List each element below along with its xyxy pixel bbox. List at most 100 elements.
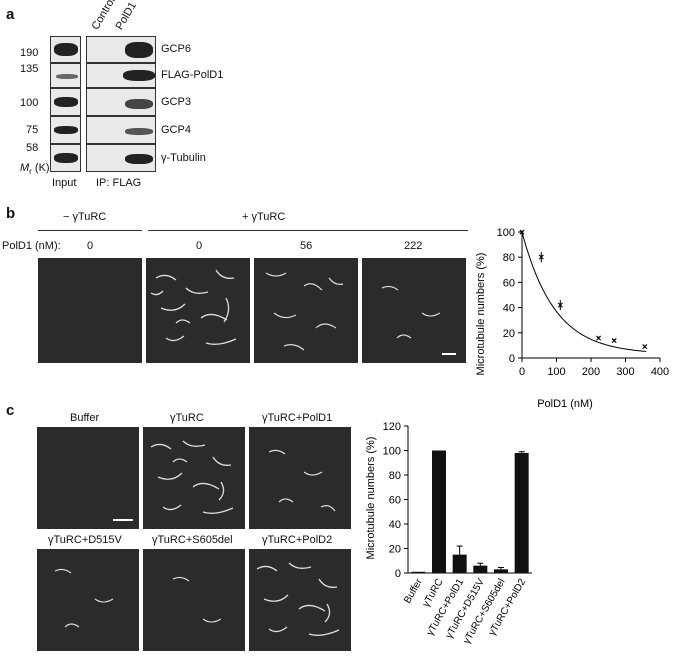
microtubule-filaments	[268, 449, 336, 512]
protein-label-gcp4: GCP4	[161, 124, 191, 136]
panel-a-letter: a	[6, 6, 15, 23]
lane-header-pold1: PolD1	[113, 0, 139, 33]
chart-b-fit-curve	[521, 231, 647, 352]
chart-c-ytick-label: 20	[389, 544, 401, 556]
chart-c-bar	[514, 452, 529, 573]
microtubule-filaments	[150, 440, 234, 514]
blot-ip-gcp3	[86, 88, 156, 116]
microscopy-image-c-buffer	[37, 427, 139, 529]
conc-value-222: 222	[404, 240, 423, 252]
image-label-gturc-pold1: γTuRC+PolD1	[262, 412, 333, 424]
microscopy-image-b-222nm	[362, 258, 466, 363]
conc-value-0-plus: 0	[196, 240, 203, 252]
conc-value-56: 56	[300, 240, 313, 252]
x-label-input: Input	[52, 177, 77, 189]
chart-b-point: ×	[611, 336, 617, 347]
protein-label-gcp3: GCP3	[161, 96, 191, 108]
mw-marker-135: 135	[20, 63, 39, 75]
chart-b-ytick-label: 20	[503, 328, 515, 340]
image-label-gturc: γTuRC	[170, 412, 204, 424]
chart-b-point: ×	[538, 253, 544, 264]
chart-c-bar	[473, 565, 488, 573]
chart-b-xlabel: PolD1 (nM)	[537, 398, 593, 410]
mw-marker-58: 58	[26, 142, 39, 154]
chart-b-ytick-label: 40	[503, 303, 515, 315]
chart-c-ytick-label: 40	[389, 519, 401, 531]
chart-b-ylabel: Microtubule numbers (%)	[475, 253, 487, 376]
blot-ip-flag-pold1	[86, 63, 156, 88]
protein-label-gamma-tubulin: γ-Tubulin	[161, 152, 206, 164]
chart-c-bar	[411, 571, 426, 573]
microtubule-filaments	[256, 562, 340, 636]
mw-marker-100: 100	[20, 97, 39, 109]
chart-c-bar	[432, 450, 446, 573]
microscopy-image-b-0nm	[146, 258, 250, 363]
group-label-plus-gturc: + γTuRC	[242, 211, 286, 223]
chart-b-ytick-label: 100	[497, 227, 515, 239]
image-label-gturc-pold2: γTuRC+PolD2	[262, 534, 333, 546]
conc-value-0-minus: 0	[87, 240, 94, 252]
group-line-minus	[38, 230, 142, 231]
protein-label-flag-pold1: FLAG-PolD1	[161, 69, 224, 81]
chart-b-point: ×	[642, 342, 648, 353]
microscopy-image-c-pold2	[249, 549, 351, 651]
microscopy-image-c-gturc	[143, 427, 245, 529]
image-label-gturc-s605del: γTuRC+S605del	[152, 534, 233, 546]
chart-c-ylabel: Microtubule numbers (%)	[365, 437, 377, 560]
chart-b-ytick-label: 80	[503, 252, 515, 264]
protein-label-gcp6: GCP6	[161, 43, 191, 55]
mw-marker-190: 190	[20, 47, 39, 59]
pold1-conc-label: PolD1 (nM):	[2, 240, 61, 252]
chart-b-xtick-label: 200	[582, 366, 600, 378]
chart-c-ytick-label: 100	[383, 446, 401, 458]
image-label-buffer: Buffer	[70, 412, 100, 424]
microscopy-image-b-no-gturc	[38, 258, 142, 363]
chart-b-xtick-label: 300	[616, 366, 634, 378]
mr-label-italic: M	[20, 162, 30, 174]
chart-c-bar	[452, 554, 467, 573]
chart-b-point: ×	[557, 301, 563, 312]
chart-b-decay-curve: Microtubule numbers (%) PolD1 (nM) 0 20 40…	[475, 227, 669, 410]
image-label-gturc-d515v: γTuRC+D515V	[48, 534, 122, 546]
blot-input-gcp6	[50, 36, 81, 63]
lane-header-control: Control	[89, 0, 118, 33]
group-line-plus	[148, 230, 468, 231]
microscopy-image-c-d515v	[37, 549, 139, 651]
chart-c-bar	[494, 569, 508, 573]
group-label-minus-gturc: − γTuRC	[63, 211, 107, 223]
chart-b-xtick-label: 0	[519, 366, 525, 378]
blot-ip-gamma-tubulin	[86, 144, 156, 172]
chart-b-xtick-label: 100	[547, 366, 565, 378]
blot-ip-gcp4	[86, 116, 156, 144]
blot-ip-gcp6	[86, 36, 156, 63]
chart-b-xtick-label: 400	[651, 366, 669, 378]
chart-c-ytick-label: 80	[389, 470, 401, 482]
panel-b-letter: b	[6, 205, 16, 222]
blot-input-gamma-tubulin	[50, 144, 81, 172]
mr-label: Mr (K)	[20, 162, 50, 176]
chart-b-ytick-label: 60	[503, 277, 515, 289]
microtubule-filaments	[265, 272, 344, 351]
chart-c-ytick-label: 60	[389, 495, 401, 507]
microtubule-filaments	[172, 576, 222, 623]
chart-b-point: ×	[519, 228, 525, 239]
chart-c-ytick-label: 0	[395, 568, 401, 580]
blot-input-gcp3	[50, 88, 81, 116]
chart-b-ytick-label: 0	[509, 353, 515, 365]
microtubule-filaments	[381, 285, 456, 355]
mr-label-unit: (K)	[34, 162, 50, 174]
microscopy-image-b-56nm	[254, 258, 358, 363]
microtubule-filaments	[54, 568, 114, 628]
microscopy-image-c-s605del	[143, 549, 245, 651]
mr-label-sub: r	[29, 167, 32, 177]
blot-input-gcp4	[50, 116, 81, 144]
panel-c-letter: c	[6, 402, 15, 419]
mw-marker-75: 75	[26, 124, 39, 136]
microtubule-filaments	[150, 269, 237, 345]
blot-input-flag-pold1	[50, 63, 81, 88]
x-label-ip-flag: IP: FLAG	[96, 177, 142, 189]
chart-c-bar-chart: Microtubule numbers (%) 020406080100120B…	[365, 421, 532, 646]
scale-bar	[113, 519, 133, 521]
chart-c-ytick-label: 120	[383, 421, 401, 433]
microscopy-image-c-gturc-pold1	[249, 427, 351, 529]
